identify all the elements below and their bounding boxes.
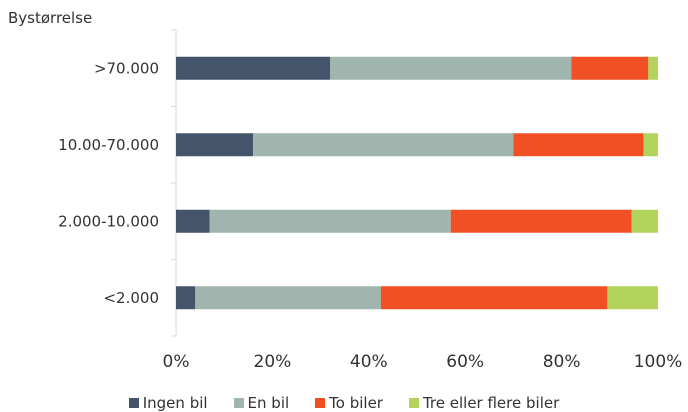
legend-swatch-ingen-bil [128,398,139,408]
legend-swatch-to-biler [315,398,326,408]
bar-segment-ingen-bil [176,209,210,233]
bar-segment-en-bil [195,286,381,310]
x-tick-label: 60% [446,352,484,372]
legend-label-en-bil: En bil [247,394,290,412]
y-tick-label: 10.00-70.000 [58,136,159,154]
bar-segment-to-biler [380,286,608,310]
legend-label-to-biler: To biler [329,394,383,412]
legend-item-en-bil: En bil [233,394,290,412]
y-tick-label: 2.000-10.000 [58,212,159,230]
bar-segment-tre-eller-flere-biler [631,209,658,233]
legend-item-tre-eller-flere-biler: Tre eller flere biler [408,394,560,412]
legend: Ingen bil En bil To biler Tre eller fler… [0,394,688,412]
x-tick-label: 20% [254,352,292,372]
bar-segment-to-biler [513,133,644,157]
y-tick-label: >70.000 [94,59,159,77]
bar-segment-tre-eller-flere-biler [607,286,658,310]
bar-segment-tre-eller-flere-biler [643,133,658,157]
bar-segment-en-bil [253,133,514,157]
legend-label-tre-eller-flere-biler: Tre eller flere biler [422,394,560,412]
bar-segment-tre-eller-flere-biler [648,56,658,80]
x-tick-label: 40% [350,352,388,372]
y-axis-title: Bystørrelse [8,9,93,27]
x-tick-label: 80% [543,352,581,372]
bar-segment-ingen-bil [176,56,331,80]
legend-item-ingen-bil: Ingen bil [128,394,208,412]
bar-segment-ingen-bil [176,133,254,157]
legend-item-to-biler: To biler [315,394,383,412]
bar-segment-en-bil [209,209,451,233]
x-tick-label: 100% [634,352,683,372]
legend-label-ingen-bil: Ingen bil [142,394,208,412]
bar-segment-to-biler [571,56,649,80]
y-tick-label: <2.000 [103,289,159,307]
x-tick-label: 0% [163,352,190,372]
stacked-bar-chart: <2.000 2.000-10.000 10.00-70.000 >70.000 0% 2… [58,29,683,372]
legend-swatch-en-bil [233,398,244,408]
bar-segment-en-bil [330,56,572,80]
bar-segment-to-biler [450,209,632,233]
bar-segment-ingen-bil [176,286,196,310]
legend-swatch-tre-eller-flere-biler [408,398,419,408]
